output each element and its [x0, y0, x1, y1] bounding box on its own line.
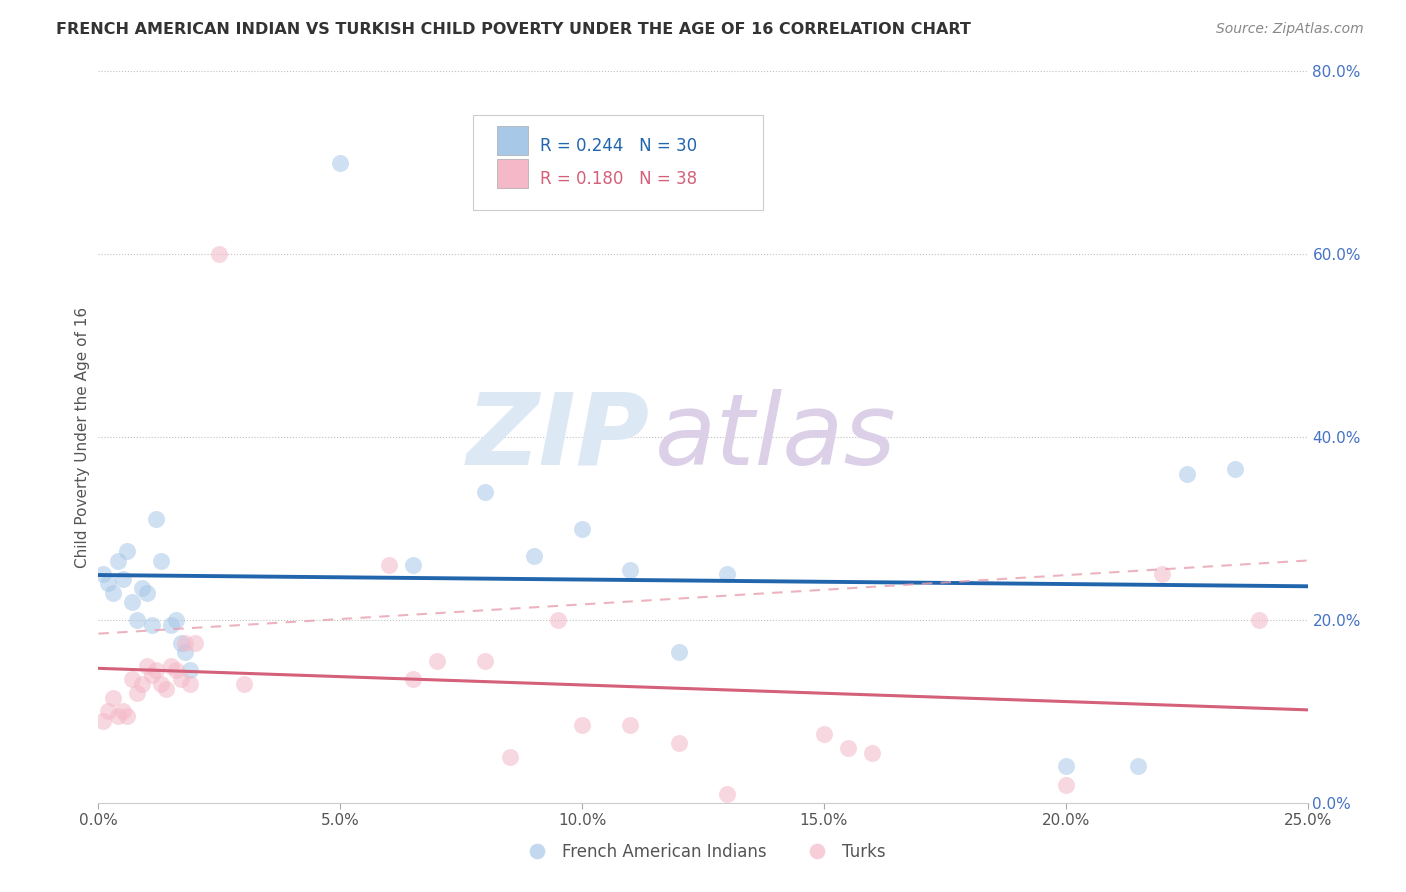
- Text: atlas: atlas: [655, 389, 897, 485]
- Point: [813, 727, 835, 741]
- Point: [619, 718, 641, 732]
- Point: [127, 613, 149, 627]
- Point: [837, 740, 859, 755]
- Legend: French American Indians, Turks: French American Indians, Turks: [513, 837, 893, 868]
- Point: [716, 787, 738, 801]
- Point: [141, 617, 163, 632]
- Text: R = 0.180   N = 38: R = 0.180 N = 38: [540, 169, 697, 188]
- FancyBboxPatch shape: [474, 115, 763, 211]
- Point: [107, 553, 129, 567]
- Point: [165, 663, 187, 677]
- Point: [135, 585, 157, 599]
- Point: [165, 613, 187, 627]
- Point: [179, 677, 201, 691]
- Point: [402, 558, 425, 573]
- Point: [101, 585, 124, 599]
- Point: [232, 677, 254, 691]
- Point: [1175, 467, 1198, 481]
- Point: [377, 558, 399, 573]
- Point: [150, 553, 173, 567]
- Point: [117, 544, 139, 558]
- Point: [571, 718, 593, 732]
- Point: [111, 705, 134, 719]
- Text: Source: ZipAtlas.com: Source: ZipAtlas.com: [1216, 22, 1364, 37]
- Point: [97, 576, 120, 591]
- Point: [135, 658, 157, 673]
- Point: [571, 521, 593, 535]
- Point: [619, 563, 641, 577]
- Point: [121, 673, 143, 687]
- Point: [131, 581, 153, 595]
- Point: [174, 645, 197, 659]
- Point: [1054, 778, 1077, 792]
- FancyBboxPatch shape: [498, 159, 527, 188]
- Point: [91, 567, 114, 582]
- Point: [141, 667, 163, 681]
- Point: [169, 636, 191, 650]
- Point: [474, 485, 496, 500]
- Point: [208, 247, 231, 261]
- Point: [1128, 759, 1150, 773]
- Point: [668, 645, 690, 659]
- Point: [169, 673, 191, 687]
- Point: [127, 686, 149, 700]
- Point: [498, 750, 520, 764]
- Text: R = 0.244   N = 30: R = 0.244 N = 30: [540, 137, 697, 155]
- Point: [184, 636, 207, 650]
- Point: [117, 709, 139, 723]
- Point: [160, 617, 183, 632]
- Point: [1249, 613, 1271, 627]
- FancyBboxPatch shape: [498, 126, 527, 155]
- Point: [716, 567, 738, 582]
- Point: [131, 677, 153, 691]
- Point: [145, 663, 167, 677]
- Point: [402, 673, 425, 687]
- Point: [155, 681, 177, 696]
- Point: [160, 658, 183, 673]
- Y-axis label: Child Poverty Under the Age of 16: Child Poverty Under the Age of 16: [75, 307, 90, 567]
- Point: [547, 613, 569, 627]
- Point: [474, 654, 496, 668]
- Point: [107, 709, 129, 723]
- Point: [329, 156, 352, 170]
- Point: [97, 705, 120, 719]
- Point: [1054, 759, 1077, 773]
- Point: [150, 677, 173, 691]
- Point: [145, 512, 167, 526]
- Point: [1223, 462, 1246, 476]
- Point: [426, 654, 449, 668]
- Point: [121, 594, 143, 608]
- Point: [174, 636, 197, 650]
- Point: [111, 572, 134, 586]
- Point: [1152, 567, 1174, 582]
- Point: [179, 663, 201, 677]
- Point: [101, 690, 124, 705]
- Point: [91, 714, 114, 728]
- Text: ZIP: ZIP: [467, 389, 650, 485]
- Point: [523, 549, 546, 563]
- Point: [860, 746, 883, 760]
- Point: [668, 736, 690, 750]
- Text: FRENCH AMERICAN INDIAN VS TURKISH CHILD POVERTY UNDER THE AGE OF 16 CORRELATION : FRENCH AMERICAN INDIAN VS TURKISH CHILD …: [56, 22, 972, 37]
